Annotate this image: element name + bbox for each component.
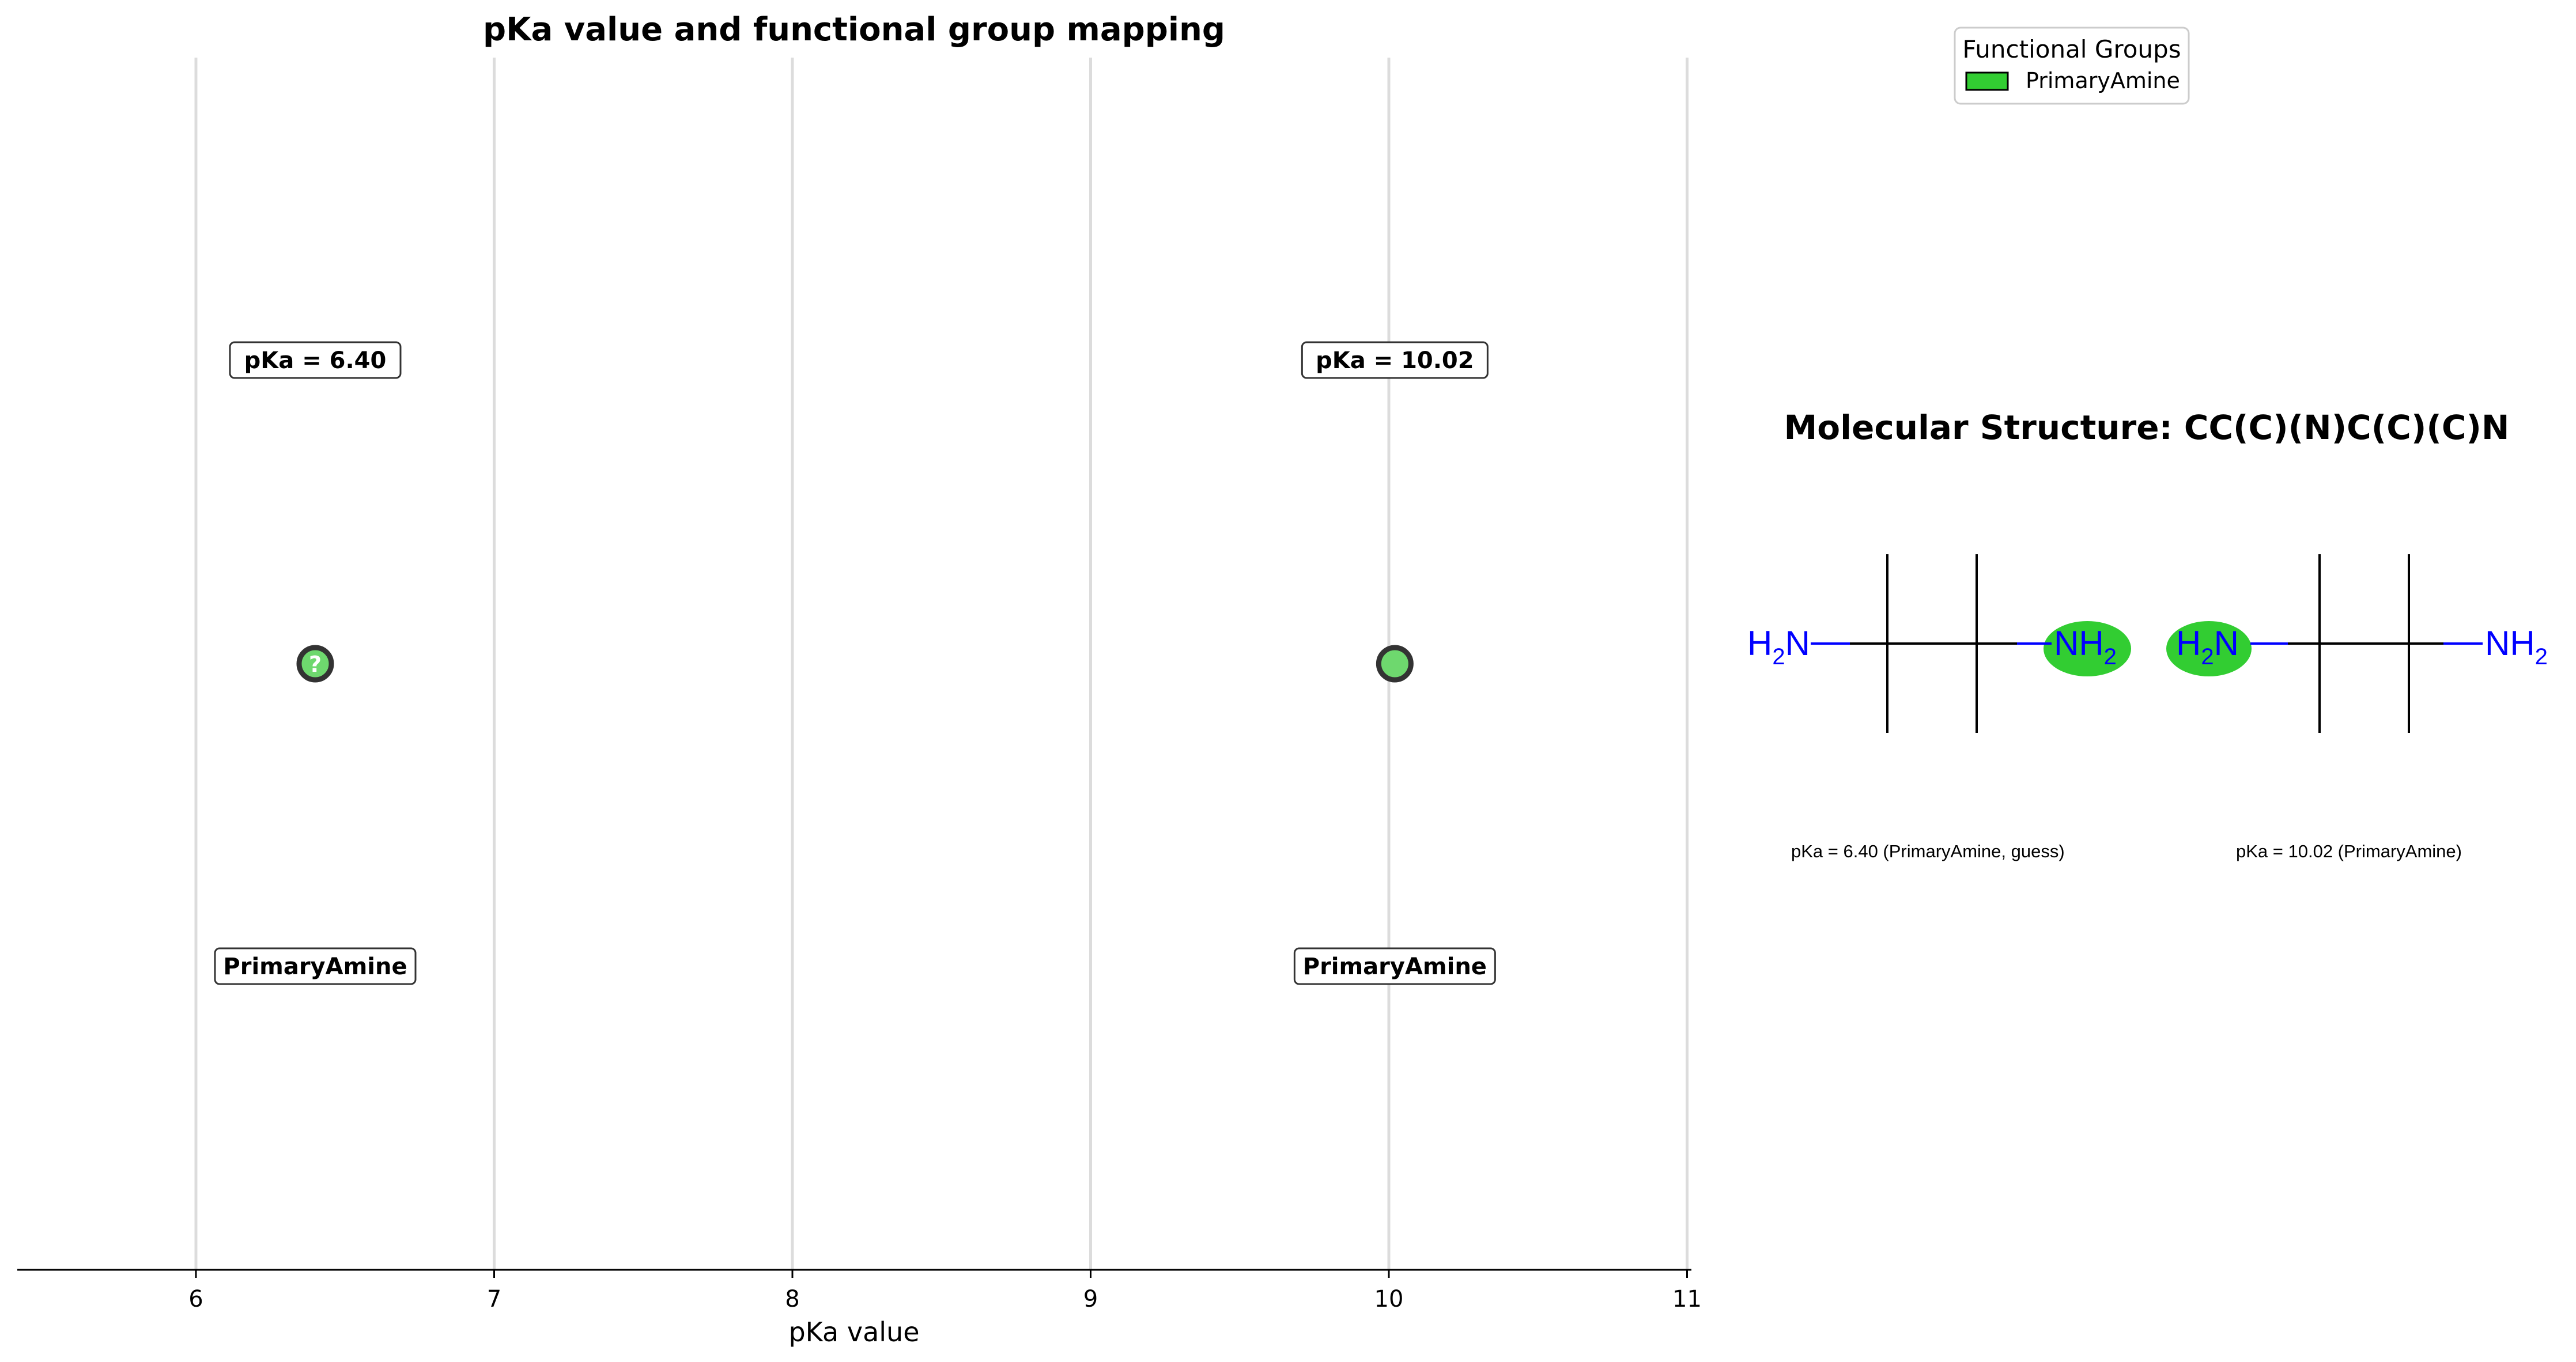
- data-point-2: pKa = 10.02 PrimaryAmine: [1293, 341, 1496, 985]
- point-marker: [1376, 645, 1414, 683]
- molecule-title: Molecular Structure: CC(C)(N)C(C)(C)N: [1784, 408, 2510, 447]
- legend-swatch: [1965, 71, 2009, 91]
- atom-label-nh2-1: NH2: [2054, 624, 2117, 669]
- x-axis: 6 7 8 9 10 11: [17, 1269, 1702, 1312]
- group-label: PrimaryAmine: [214, 947, 417, 985]
- group-label-frame: [1293, 947, 1496, 985]
- group-label: PrimaryAmine: [1293, 947, 1496, 985]
- x-ticks: 6 7 8 9 10 11: [188, 1270, 1702, 1312]
- group-label-text: PrimaryAmine: [1303, 954, 1487, 980]
- legend-item-label: PrimaryAmine: [2026, 68, 2180, 93]
- x-tick-label-8: 8: [785, 1286, 799, 1312]
- atom-labels: H2N NH2 H2N NH2: [1747, 624, 2548, 669]
- pka-value-label: pKa = 10.02: [1301, 341, 1489, 379]
- legend-frame: [1954, 27, 2190, 105]
- atom-label-h2n-2: H2N: [2176, 624, 2239, 669]
- pka-value-label-frame: [229, 341, 402, 379]
- chart-title: pKa value and functional group mapping: [483, 11, 1225, 48]
- x-tick-label-10: 10: [1374, 1286, 1404, 1312]
- pka-plot: 6 7 8 9 10 11 pKa value pKa value and functio…: [17, 11, 1702, 1348]
- molecule-panel: Molecular Structure: CC(C)(N)C(C)(C)N H2…: [1747, 408, 2548, 861]
- gridlines: [194, 58, 1689, 1270]
- highlight-amine-2: [2166, 621, 2252, 676]
- x-tick-label-9: 9: [1083, 1286, 1098, 1312]
- legend-title: Functional Groups: [1962, 35, 2181, 63]
- pka-value-label: pKa = 6.40: [229, 341, 402, 379]
- molecule-caption-1: pKa = 6.40 (PrimaryAmine, guess): [1791, 841, 2065, 861]
- guess-marker: ?: [309, 652, 322, 677]
- pka-value-label-text: pKa = 10.02: [1316, 347, 1474, 374]
- point-marker: [296, 645, 334, 683]
- pka-value-label-text: pKa = 6.40: [244, 347, 387, 374]
- group-label-frame: [214, 947, 417, 985]
- pka-value-label-frame: [1301, 341, 1489, 379]
- legend: Functional Groups PrimaryAmine: [1954, 27, 2190, 105]
- data-points: ? pKa = 6.40 PrimaryAmine pKa = 10.02 Primar…: [214, 341, 1496, 985]
- x-tick-label-7: 7: [487, 1286, 501, 1312]
- highlight-amine-1: [2044, 621, 2131, 676]
- x-axis-label: pKa value: [788, 1316, 919, 1348]
- data-point-1: ? pKa = 6.40 PrimaryAmine: [214, 341, 417, 985]
- group-label-text: PrimaryAmine: [223, 954, 407, 980]
- bonds: [1811, 554, 2483, 733]
- atom-label-nh2-right: NH2: [2485, 624, 2548, 669]
- x-tick-label-11: 11: [1672, 1286, 1702, 1312]
- atom-label-h2n-left: H2N: [1747, 624, 1810, 669]
- x-tick-label-6: 6: [188, 1286, 203, 1312]
- molecule-caption-2: pKa = 10.02 (PrimaryAmine): [2236, 841, 2462, 861]
